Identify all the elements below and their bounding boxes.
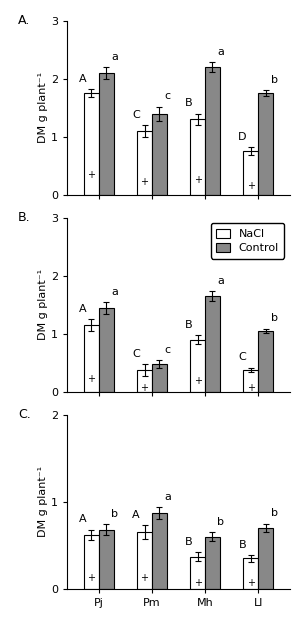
Bar [205,296,220,392]
Bar [190,120,205,195]
Text: C: C [132,110,140,120]
Text: +: + [247,383,255,392]
Bar [99,73,114,195]
Bar [152,513,167,589]
Bar [190,557,205,589]
Bar [137,131,152,195]
Bar [99,530,114,589]
Bar [243,558,258,589]
Text: +: + [247,181,255,191]
Text: c: c [165,345,171,354]
Text: A: A [79,515,87,525]
Text: A: A [79,304,87,314]
Text: B: B [239,540,246,549]
Bar [243,370,258,392]
Bar [152,113,167,195]
Bar [190,340,205,392]
Text: D: D [238,132,246,142]
Text: a: a [217,47,224,57]
Bar [137,532,152,589]
Text: +: + [141,177,149,187]
Text: A: A [79,74,87,84]
Bar [84,325,99,392]
Text: +: + [194,175,202,185]
Text: a: a [164,492,171,502]
Y-axis label: DM g plant⁻¹: DM g plant⁻¹ [38,269,48,340]
Text: A.: A. [18,14,30,27]
Text: C: C [238,353,246,363]
Bar [152,364,167,392]
Bar [258,331,273,392]
Bar [137,370,152,392]
Text: C.: C. [18,407,31,421]
Bar [205,67,220,195]
Text: B.: B. [18,211,30,224]
Text: +: + [141,383,149,392]
Text: +: + [88,169,95,179]
Text: a: a [217,276,224,286]
Text: +: + [247,578,255,588]
Text: b: b [271,508,278,518]
Bar [243,151,258,195]
Text: B: B [185,537,193,547]
Text: +: + [194,376,202,386]
Text: b: b [271,313,278,323]
Y-axis label: DM g plant⁻¹: DM g plant⁻¹ [38,72,48,143]
Text: b: b [111,509,118,519]
Text: c: c [165,92,171,102]
Text: B: B [185,98,193,108]
Bar [84,535,99,589]
Bar [205,536,220,589]
Text: b: b [271,75,278,85]
Legend: NaCl, Control: NaCl, Control [211,223,285,259]
Text: +: + [194,578,202,587]
Y-axis label: DM g plant⁻¹: DM g plant⁻¹ [38,466,48,538]
Text: a: a [111,287,118,297]
Text: b: b [217,517,224,527]
Text: A: A [132,510,140,520]
Bar [84,93,99,195]
Bar [258,93,273,195]
Text: a: a [111,52,118,62]
Text: +: + [88,573,95,583]
Bar [258,528,273,589]
Text: C: C [132,349,140,359]
Text: +: + [88,374,95,384]
Text: B: B [185,320,193,330]
Bar [99,308,114,392]
Text: +: + [141,573,149,583]
